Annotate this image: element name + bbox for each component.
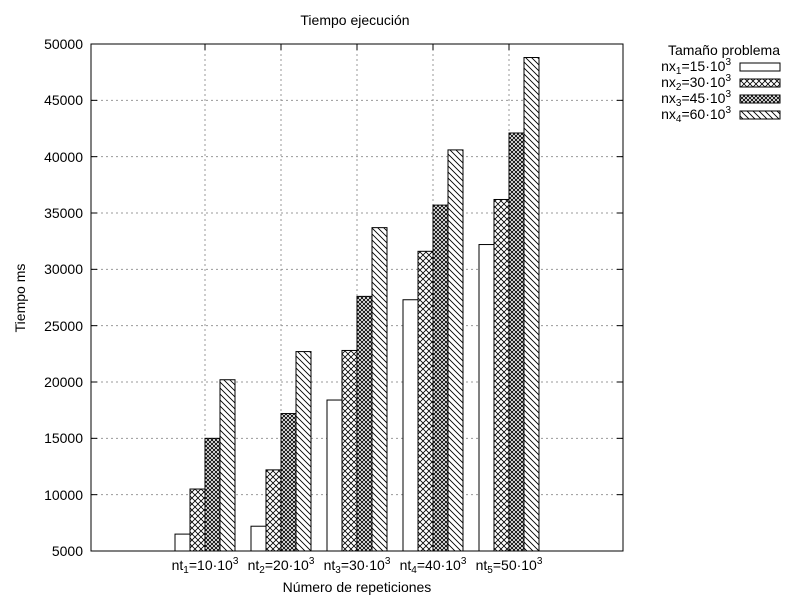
bar-series4-cat4 xyxy=(447,149,464,552)
x-tick-label-value: =30·10 xyxy=(340,557,385,573)
legend-swatch-3 xyxy=(739,94,781,104)
legend-entry-var: nx xyxy=(661,90,676,106)
x-tick-label-value: =40·10 xyxy=(416,557,461,573)
legend-entry-2: nx2=30·103 xyxy=(600,73,731,93)
bar-series1-cat2 xyxy=(250,525,267,552)
x-tick-label-exp: 3 xyxy=(308,556,315,567)
legend-entry-var: nx xyxy=(661,106,676,122)
x-tick-label-index: 5 xyxy=(487,565,493,576)
bar-series1-cat3 xyxy=(326,399,343,552)
x-tick-label-exp: 3 xyxy=(536,556,543,567)
bar-series1-cat5 xyxy=(478,244,495,552)
legend-entry-exp: 3 xyxy=(725,89,731,100)
legend-entry-exp: 3 xyxy=(725,73,731,84)
bar-series1-cat4 xyxy=(402,299,419,552)
x-tick-label-index: 4 xyxy=(411,565,417,576)
legend-entry-value: =15·10 xyxy=(681,58,726,74)
legend-entry-exp: 3 xyxy=(725,57,731,68)
bar-series1-cat1 xyxy=(174,533,191,552)
y-tick-label: 15000 xyxy=(44,430,83,447)
y-tick-label: 30000 xyxy=(44,261,83,278)
x-tick-label-exp: 3 xyxy=(384,556,391,567)
x-tick-label-var: nt xyxy=(171,557,184,573)
bar-series4-cat5 xyxy=(523,57,540,552)
x-tick-label-index: 3 xyxy=(335,565,341,576)
y-tick-label: 50000 xyxy=(44,36,83,52)
legend-entry-index: 1 xyxy=(675,66,682,77)
x-tick-label-var: nt xyxy=(247,557,260,573)
legend-title: Tamaño problema xyxy=(667,42,780,58)
bar-series2-cat2 xyxy=(265,469,282,552)
y-tick-label: 25000 xyxy=(44,317,83,334)
y-tick-label: 10000 xyxy=(44,486,83,503)
x-tick-label-value: =10·10 xyxy=(188,557,233,573)
bar-series3-cat2 xyxy=(280,413,297,552)
bar-series2-cat3 xyxy=(341,349,358,552)
x-tick-label-value: =20·10 xyxy=(264,557,309,573)
bar-series3-cat5 xyxy=(508,132,525,552)
legend-swatches xyxy=(739,62,781,120)
legend-entry-index: 4 xyxy=(675,114,682,125)
legend-entry-3: nx3=45·103 xyxy=(600,89,731,109)
legend-entry-index: 2 xyxy=(675,82,682,93)
bar-series2-cat1 xyxy=(189,488,206,552)
y-tick-label: 40000 xyxy=(44,148,83,165)
x-axis-label: Número de repeticiones xyxy=(282,579,432,595)
bars xyxy=(174,57,540,552)
legend-swatch-2 xyxy=(739,78,781,88)
legend-entry-value: =45·10 xyxy=(681,90,726,106)
legend-entry-var: nx xyxy=(661,74,676,90)
x-tick-label-var: nt xyxy=(399,557,412,573)
legend-entry-1: nx1=15·103 xyxy=(600,57,731,77)
legend-entry-exp: 3 xyxy=(725,105,731,116)
axis-ticks xyxy=(91,43,623,552)
x-tick-label-value: =50·10 xyxy=(492,557,537,573)
legend-entry-value: =60·10 xyxy=(681,106,726,122)
bar-series3-cat4 xyxy=(432,204,449,552)
chart-title: Tiempo ejecución xyxy=(300,12,410,28)
bar-series4-cat2 xyxy=(295,351,312,552)
x-tick-label: nt5=50·103 xyxy=(475,556,543,576)
bar-series2-cat4 xyxy=(417,250,434,552)
legend-entry-index: 3 xyxy=(675,98,682,109)
x-tick-label-exp: 3 xyxy=(460,556,467,567)
x-tick-label-index: 1 xyxy=(183,565,189,576)
legend-entry-4: nx4=60·103 xyxy=(600,105,731,125)
x-tick-label: nt4=40·103 xyxy=(399,556,467,576)
legend-entry-var: nx xyxy=(661,58,676,74)
legend-entry-value: =30·10 xyxy=(681,74,726,90)
y-tick-label: 5000 xyxy=(51,543,83,559)
legend-swatch-4 xyxy=(739,110,781,120)
y-tick-label: 35000 xyxy=(44,205,83,221)
bar-series2-cat5 xyxy=(493,198,510,552)
x-tick-label-var: nt xyxy=(323,557,336,573)
bar-series3-cat3 xyxy=(356,295,373,552)
x-tick-label-index: 2 xyxy=(259,565,265,576)
bar-series4-cat1 xyxy=(219,379,236,552)
x-tick-label-exp: 3 xyxy=(232,556,239,567)
bar-series3-cat1 xyxy=(204,437,221,552)
y-tick-label: 45000 xyxy=(44,92,83,109)
x-tick-label: nt1=10·103 xyxy=(171,556,239,576)
bar-series4-cat3 xyxy=(371,227,388,552)
y-tick-label: 20000 xyxy=(44,374,83,390)
x-tick-label: nt2=20·103 xyxy=(247,556,315,576)
x-tick-label: nt3=30·103 xyxy=(323,556,391,576)
x-tick-label-var: nt xyxy=(475,557,488,573)
legend-swatch-1 xyxy=(739,62,781,72)
